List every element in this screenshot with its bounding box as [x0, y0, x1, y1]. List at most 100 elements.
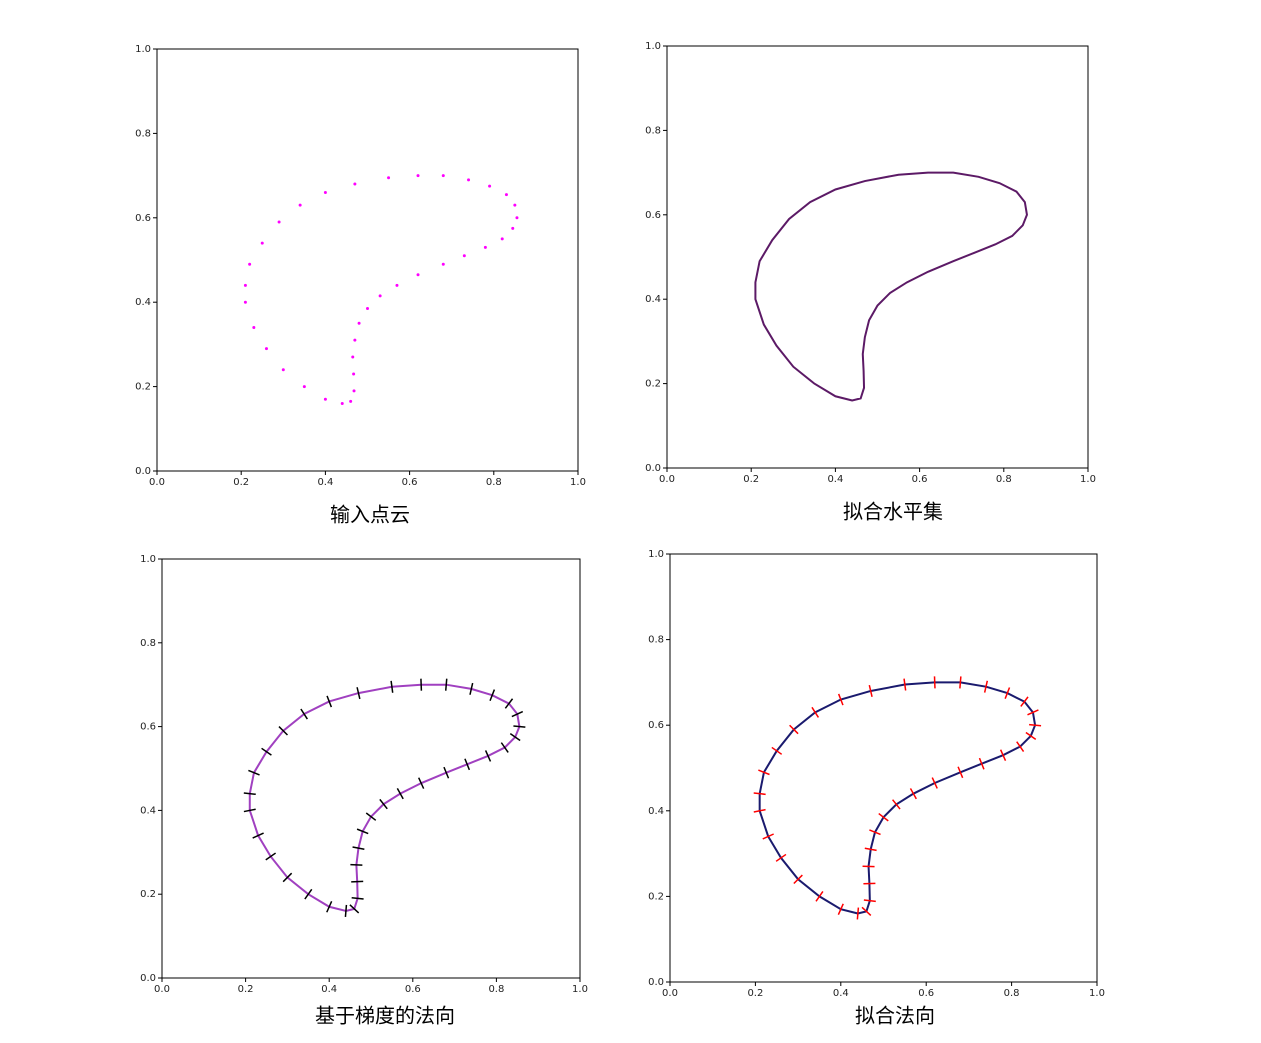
point — [260, 241, 264, 245]
normal-tick — [903, 678, 907, 691]
normal-tick — [1029, 723, 1042, 727]
x-tick-label: 0.6 — [402, 477, 418, 488]
x-tick-label: 0.2 — [743, 474, 759, 485]
y-tick-label: 0.4 — [648, 806, 664, 817]
point — [281, 368, 285, 372]
axes-frame — [156, 48, 579, 472]
normal-tick — [771, 746, 783, 755]
point — [483, 245, 487, 249]
normal-tick — [957, 766, 964, 779]
x-tick-label: 0.8 — [996, 474, 1012, 485]
point — [488, 184, 492, 188]
x-tick-label: 0.2 — [233, 477, 249, 488]
normal-tick — [775, 853, 787, 862]
normal-tick — [248, 769, 260, 776]
x-tick-label: 1.0 — [1089, 988, 1105, 999]
normal-tick — [811, 706, 820, 718]
x-tick-label: 1.0 — [570, 477, 586, 488]
point — [323, 397, 327, 401]
normal-tick — [265, 852, 277, 861]
axes-frame — [666, 45, 1089, 469]
y-tick-label: 0.0 — [648, 977, 664, 988]
x-tick-label: 0.4 — [827, 474, 843, 485]
x-tick-label: 1.0 — [1080, 474, 1096, 485]
point — [357, 321, 361, 325]
normal-tick — [278, 726, 288, 736]
point — [441, 262, 445, 266]
normal-tick — [443, 766, 450, 779]
normal-tick — [789, 724, 799, 735]
normal-tick — [326, 695, 333, 708]
y-tick-label: 1.0 — [645, 41, 661, 52]
normal-tick — [326, 900, 333, 913]
point — [264, 347, 268, 351]
y-tick-label: 0.4 — [135, 297, 151, 308]
normal-tick — [504, 698, 514, 709]
chart-title: 基于梯度的法向 — [315, 1004, 455, 1028]
normal-tick — [1020, 696, 1029, 707]
x-tick-label: 0.6 — [405, 984, 421, 995]
x-tick-label: 0.2 — [238, 984, 254, 995]
normal-tick — [999, 749, 1007, 761]
normal-tick — [282, 872, 293, 883]
normal-tick — [753, 808, 766, 813]
normal-tick — [243, 792, 256, 796]
point — [277, 220, 281, 224]
normal-tick — [793, 874, 803, 885]
normal-tick — [365, 812, 377, 821]
y-tick-label: 0.0 — [645, 463, 661, 474]
normal-tick — [351, 897, 364, 900]
level-set-curve — [758, 681, 1037, 915]
normal-tick — [983, 680, 989, 693]
point — [441, 174, 445, 178]
point — [378, 294, 382, 298]
axes-frame — [161, 558, 581, 979]
x-tick-label: 0.8 — [488, 984, 504, 995]
normal-tick — [500, 742, 509, 753]
y-tick-label: 0.6 — [140, 722, 156, 733]
normal-tick — [959, 676, 962, 689]
normal-tick — [356, 828, 369, 835]
normal-tick — [444, 678, 448, 691]
x-tick-label: 0.6 — [918, 988, 934, 999]
normal-tick — [390, 680, 394, 693]
x-tick-label: 0.4 — [317, 477, 333, 488]
y-tick-label: 1.0 — [140, 554, 156, 565]
y-tick-label: 0.0 — [140, 973, 156, 984]
normal-tick — [837, 903, 844, 916]
point — [513, 203, 517, 207]
chart-title: 输入点云 — [330, 503, 410, 527]
point — [243, 300, 247, 304]
normal-tick — [396, 788, 404, 800]
normal-tick — [511, 710, 524, 718]
y-tick-label: 0.8 — [135, 128, 151, 139]
normal-tick — [513, 725, 526, 728]
y-tick-label: 0.2 — [140, 889, 156, 900]
normal-tick — [261, 747, 272, 756]
normal-tick — [978, 757, 985, 770]
point — [340, 401, 344, 405]
normal-tick — [379, 798, 388, 810]
normal-tick — [417, 777, 425, 789]
point — [366, 307, 369, 311]
point — [500, 237, 504, 241]
x-tick-label: 0.4 — [321, 984, 337, 995]
normal-tick — [349, 904, 360, 914]
x-tick-label: 0.4 — [833, 988, 849, 999]
point — [351, 355, 355, 359]
x-tick-label: 0.6 — [912, 474, 928, 485]
y-tick-label: 0.4 — [645, 294, 661, 305]
y-tick-label: 1.0 — [135, 44, 151, 55]
normal-tick — [868, 684, 873, 697]
normal-tick — [1016, 741, 1025, 752]
normal-tick — [1004, 687, 1011, 699]
chart-title: 拟合法向 — [855, 1004, 935, 1028]
normal-tick — [863, 899, 876, 903]
point — [504, 193, 508, 197]
y-tick-label: 0.8 — [648, 635, 664, 646]
x-tick-label: 0.0 — [149, 477, 165, 488]
y-tick-label: 0.0 — [135, 466, 151, 477]
y-tick-label: 0.4 — [140, 805, 156, 816]
y-tick-label: 0.2 — [645, 379, 661, 390]
